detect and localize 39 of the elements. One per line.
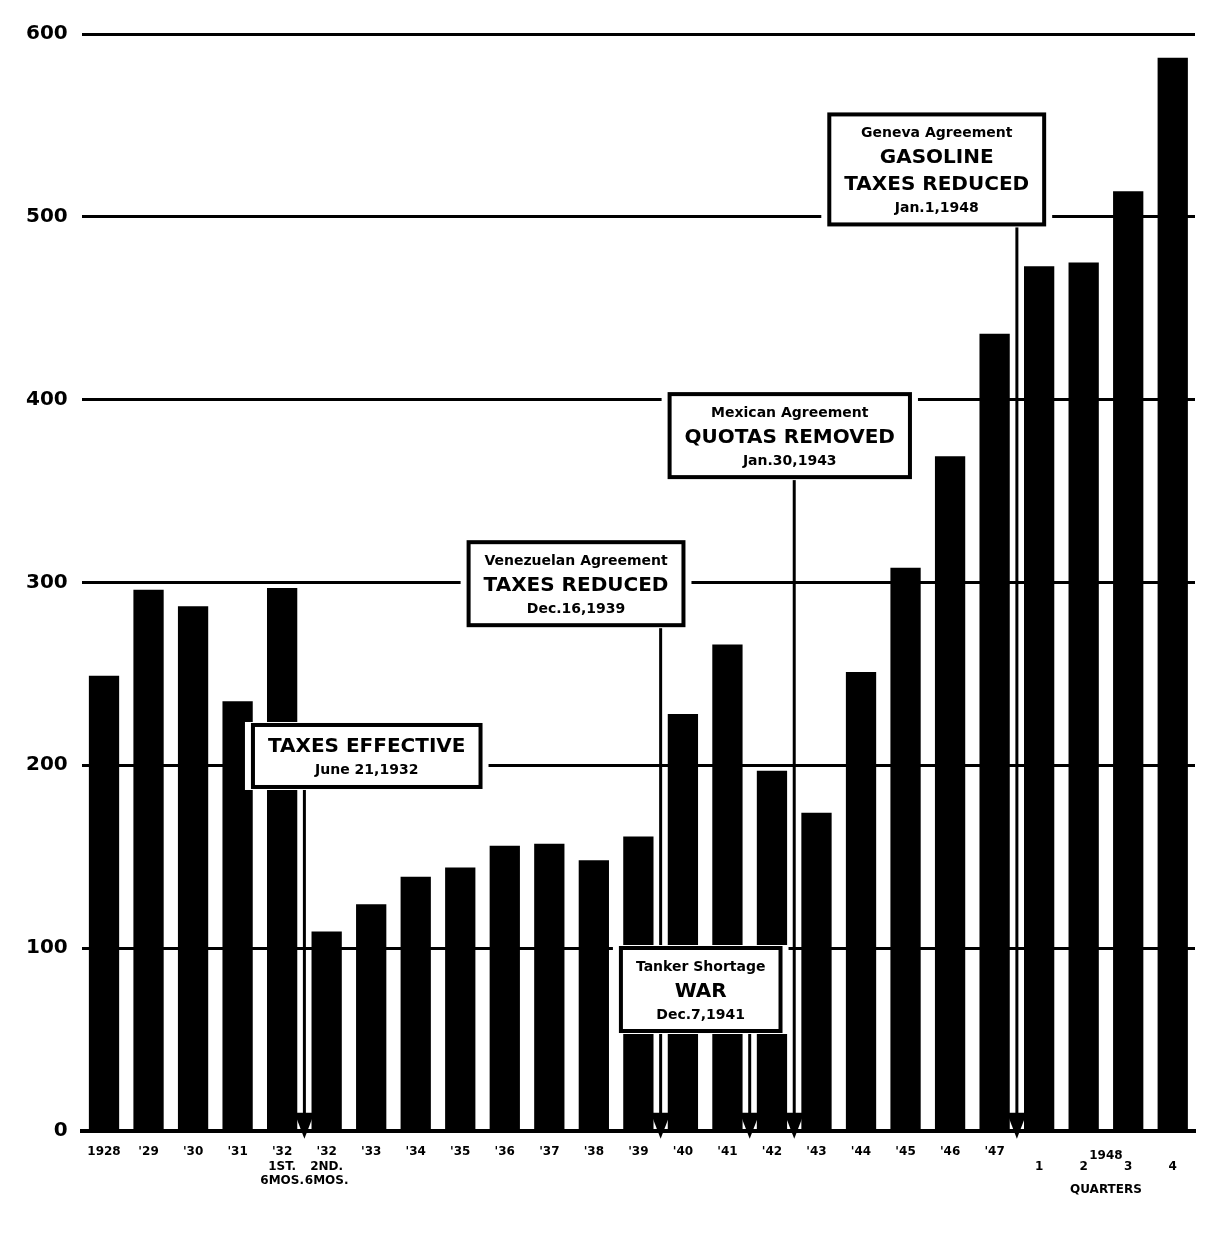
x-tick-label: '36 <box>494 1144 515 1159</box>
x-tick-label: '39 <box>628 1144 649 1159</box>
x-tick-label: '34 <box>405 1144 426 1159</box>
x-tick-label: 2 <box>1079 1158 1088 1173</box>
x-tick-label: 4 <box>1168 1158 1177 1173</box>
x-tick-label: '42 <box>761 1144 783 1159</box>
x-tick-label: '31 <box>227 1144 248 1159</box>
text: 1948 <box>1089 1147 1123 1162</box>
x-tick-label: '37 <box>539 1144 560 1159</box>
x-tick-label: '46 <box>939 1144 961 1159</box>
x-tick-label: '43 <box>806 1144 827 1159</box>
x-tick-label: '30 <box>182 1144 204 1159</box>
y-tick-label: 0 <box>53 1117 68 1141</box>
x-tick-label: '41 <box>717 1144 738 1159</box>
y-tick-label: 400 <box>26 385 68 410</box>
x-tick-label: '47 <box>984 1144 1005 1159</box>
annotation: Geneva Agreement GASOLINE TAXES REDUCED Jan.1,1948 <box>844 123 1030 215</box>
x-tick-label: 1 <box>1034 1158 1044 1173</box>
y-tick-label: 600 <box>26 20 68 45</box>
y-tick-label: 300 <box>26 568 68 593</box>
x-tick-label: '32 1ST. 6MOS. <box>260 1144 304 1187</box>
x-tick-label: '29 <box>138 1144 159 1159</box>
x-tick-label: '44 <box>850 1144 872 1159</box>
x-tick-label: 1928 <box>87 1144 121 1159</box>
annotation: Tanker Shortage WAR Dec.7,1941 <box>635 957 766 1022</box>
x-tick-label: '35 <box>450 1144 471 1159</box>
x-tick-label: '38 <box>583 1144 605 1159</box>
y-tick-label: 200 <box>26 751 68 776</box>
annotation: Mexican Agreement QUOTAS REMOVED Jan.30,1943 <box>684 403 895 468</box>
x-tick-label: '33 <box>361 1144 382 1159</box>
y-tick-label: 500 <box>26 203 68 227</box>
x-tick-label: '32 2ND. 6MOS. <box>304 1144 349 1187</box>
text: QUARTERS <box>1070 1181 1142 1196</box>
annotation: TAXES EFFECTIVE June 21,1932 <box>267 733 466 778</box>
x-tick-label: 3 <box>1124 1158 1133 1173</box>
y-tick-label: 100 <box>26 934 68 959</box>
annotation: Venezuelan Agreement TAXES REDUCED Dec.16,1939 <box>483 551 669 616</box>
x-tick-label: '40 <box>672 1144 694 1159</box>
x-tick-label: '45 <box>895 1144 916 1159</box>
